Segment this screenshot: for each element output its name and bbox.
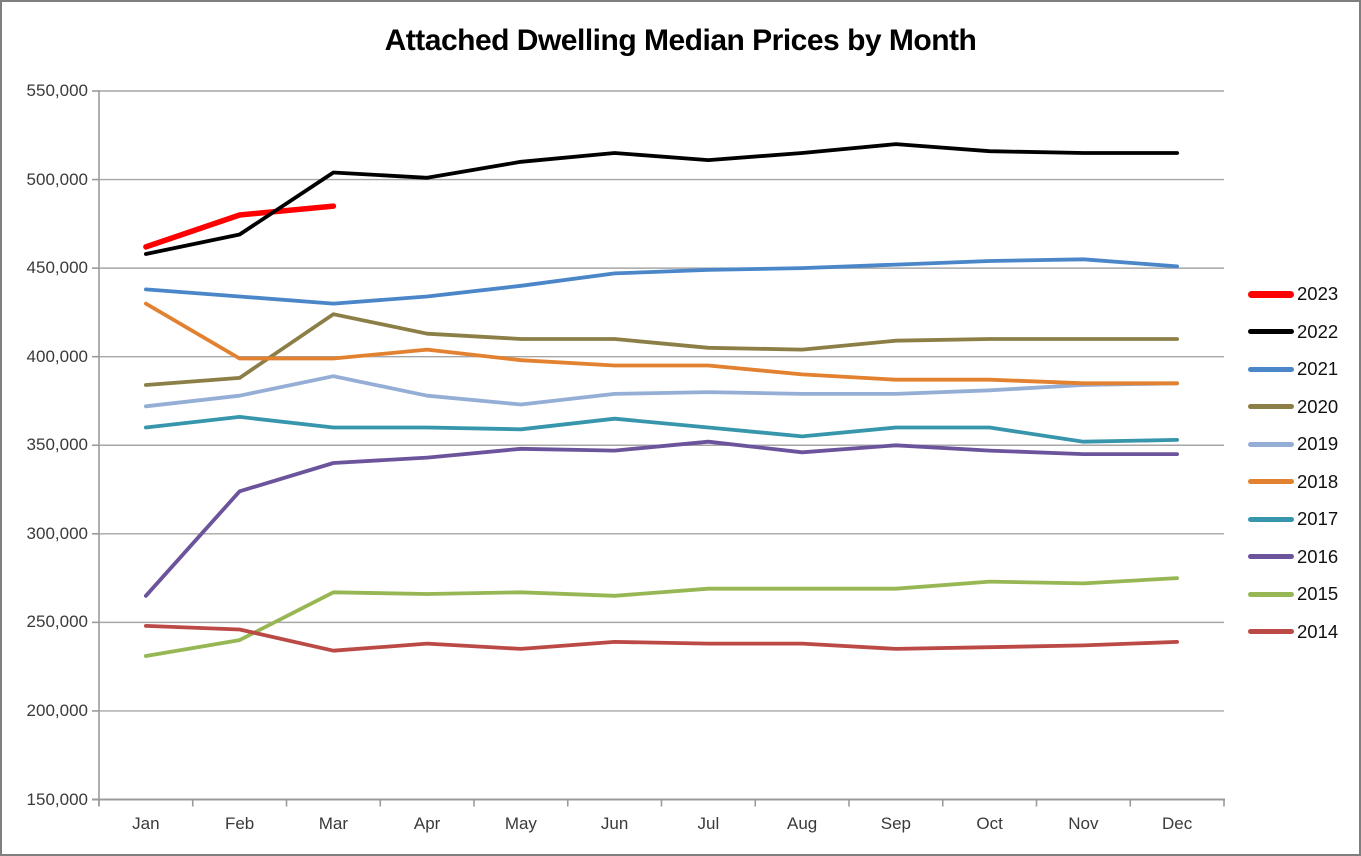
legend-label: 2023 <box>1297 283 1339 304</box>
series-line-2014 <box>143 624 1179 653</box>
legend-label: 2016 <box>1297 545 1339 567</box>
legend-item-2015: 2015 <box>1248 582 1338 606</box>
legend-item-2017: 2017 <box>1248 507 1338 531</box>
legend-label: 2019 <box>1297 433 1339 454</box>
legend-color-2021 <box>1248 366 1294 372</box>
legend-color-2016 <box>1248 554 1294 559</box>
legend-item-2018: 2018 <box>1248 470 1338 494</box>
chart-title: Attached Dwelling Median Prices by Month <box>384 24 977 57</box>
legend-label: 2018 <box>1297 470 1339 492</box>
x-axis-label: Oct <box>976 814 1003 833</box>
legend-color-2022 <box>1248 329 1294 334</box>
legend-color-2014 <box>1248 629 1294 634</box>
series-line-2018 <box>143 301 1179 386</box>
series-line-2022 <box>143 142 1179 256</box>
x-axis-label: Jan <box>132 814 160 833</box>
series-line-2015 <box>143 576 1179 658</box>
x-axis-label: Dec <box>1162 814 1193 833</box>
series-line-2021 <box>143 257 1179 306</box>
legend-color-2020 <box>1248 404 1294 409</box>
x-axis-label: May <box>504 814 537 833</box>
legend-item-2016: 2016 <box>1248 545 1338 569</box>
y-axis-label: 500,000 <box>26 169 88 189</box>
legend-item-2022: 2022 <box>1248 320 1338 344</box>
x-axis-label: Mar <box>318 814 349 833</box>
y-axis-label: 400,000 <box>26 346 88 366</box>
x-axis-label: Sep <box>880 814 911 833</box>
legend-label: 2021 <box>1297 358 1339 379</box>
series-line-2017 <box>143 414 1179 444</box>
legend-item-2019: 2019 <box>1248 432 1338 456</box>
y-axis-label: 300,000 <box>26 523 88 543</box>
x-axis-label: Feb <box>224 814 255 833</box>
legend-color-2015 <box>1248 591 1294 597</box>
legend-color-2023 <box>1248 290 1294 298</box>
y-axis-label: 150,000 <box>26 789 88 809</box>
x-axis-label: Jul <box>697 814 720 833</box>
legend-item-2020: 2020 <box>1248 395 1338 419</box>
legend-color-2018 <box>1248 479 1294 484</box>
legend-label: 2017 <box>1297 508 1339 529</box>
x-axis-label: Jun <box>600 814 629 833</box>
legend-label: 2022 <box>1297 320 1339 342</box>
legend-item-2014: 2014 <box>1248 620 1338 644</box>
legend-item-2023: 2023 <box>1248 282 1338 306</box>
series-line-2019 <box>143 374 1179 409</box>
legend-color-2019 <box>1248 441 1294 447</box>
series-line-2016 <box>143 439 1179 598</box>
x-axis-label: Nov <box>1068 814 1099 833</box>
y-axis-label: 250,000 <box>26 612 88 632</box>
legend-label: 2014 <box>1297 620 1339 642</box>
y-axis-label: 550,000 <box>26 81 88 100</box>
y-axis-label: 350,000 <box>26 435 88 455</box>
legend-label: 2015 <box>1297 583 1339 604</box>
series-line-2020 <box>143 312 1179 387</box>
legend-item-2021: 2021 <box>1248 357 1338 381</box>
series-line-2023 <box>143 203 337 250</box>
legend-label: 2020 <box>1297 395 1339 417</box>
y-axis-label: 450,000 <box>26 258 88 278</box>
legend-color-2017 <box>1248 516 1294 522</box>
y-axis-label: 200,000 <box>26 700 88 720</box>
x-axis-label: Aug <box>787 814 818 833</box>
x-axis-label: Apr <box>413 814 441 833</box>
